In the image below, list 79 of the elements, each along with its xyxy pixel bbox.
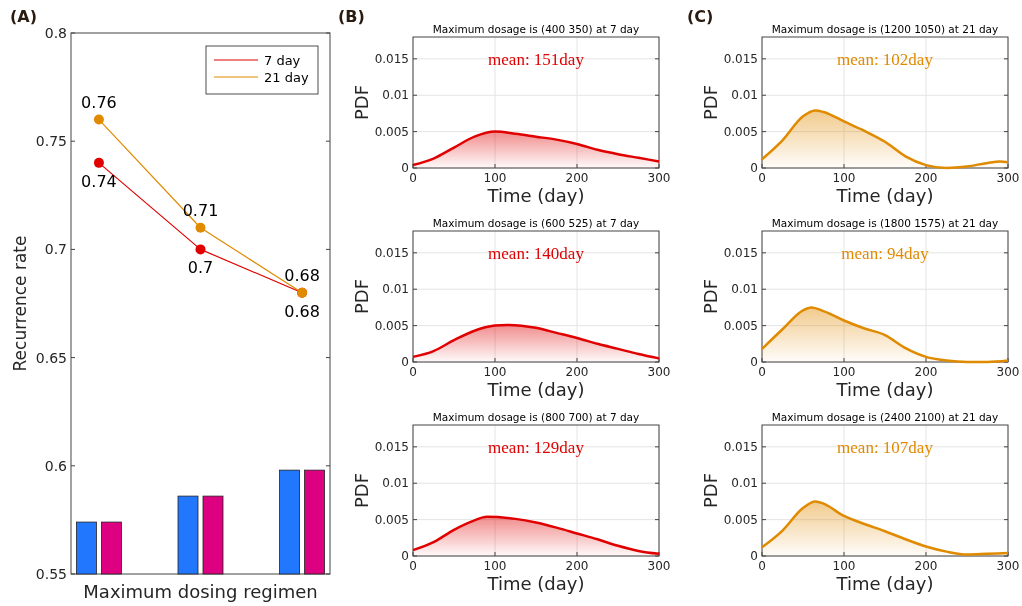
data-label: 0.68 (284, 265, 320, 285)
y-tick-label: 0.015 (374, 246, 409, 261)
chart-title: Maximum dosage is (1200 1050) at 21 day (771, 23, 999, 35)
x-tick-label: 100 (483, 559, 507, 573)
x-tick-label: 200 (914, 171, 938, 185)
y-tick-label: 0.7 (44, 241, 67, 258)
annotation: mean: 151day (488, 49, 585, 69)
y-tick-label: 0.005 (723, 318, 758, 333)
y-axis-title: PDF (700, 278, 721, 315)
y-axis-title: PDF (351, 278, 372, 315)
y-tick-label: 0.01 (382, 282, 409, 297)
y-tick-label: 0.01 (731, 282, 758, 297)
y-axis-title: PDF (351, 472, 372, 509)
x-axis-title: Time (day) (486, 379, 585, 400)
y-tick-label: 0.55 (35, 565, 67, 582)
x-axis-title: Time (day) (486, 185, 585, 206)
y-axis-title: PDF (700, 472, 721, 509)
x-tick-label: 300 (996, 559, 1020, 573)
x-tick-label: 300 (647, 171, 671, 185)
text: (A) (10, 7, 38, 26)
y-tick-label: 0.015 (723, 440, 758, 455)
y-tick-label: 0.01 (731, 88, 758, 103)
y-tick-label: 0.8 (44, 24, 67, 41)
x-tick-label: 100 (832, 171, 856, 185)
x-tick-label: 300 (647, 365, 671, 379)
annotation: mean: 102day (837, 49, 934, 69)
x-tick-label: 100 (483, 171, 507, 185)
x-tick-label: 200 (914, 559, 938, 573)
chart-title: Maximum dosage is (400 350) at 7 day (432, 23, 640, 35)
legend-label: 7 day (264, 52, 301, 68)
y-tick-label: 0.65 (35, 349, 67, 366)
y-tick-label: 0.005 (374, 124, 409, 139)
y-tick-label: 0.6 (44, 457, 68, 474)
y-tick-label: 0.015 (723, 246, 758, 261)
x-tick-label: 200 (565, 559, 589, 573)
y-axis-title: PDF (351, 84, 372, 121)
x-axis-title: Maximum dosing regimen (83, 581, 318, 602)
data-label: 0.76 (81, 92, 117, 112)
legend-label: 21 day (264, 69, 309, 85)
y-tick-label: 0.005 (374, 318, 409, 333)
data-label: 0.7 (187, 258, 214, 278)
chart-title: Maximum dosage is (600 525) at 7 day (432, 217, 640, 229)
y-tick-label: 0.01 (382, 476, 409, 491)
text: (B) (338, 7, 365, 26)
x-tick-label: 300 (996, 171, 1020, 185)
annotation: mean: 107day (837, 437, 934, 457)
chart-title: Maximum dosage is (2400 2100) at 21 day (771, 411, 999, 423)
chart-title: Maximum dosage is (1800 1575) at 21 day (771, 217, 999, 229)
chart-title: Maximum dosage is (800 700) at 7 day (432, 411, 640, 423)
y-axis-title: Recurrence rate (10, 235, 30, 372)
y-tick-label: 0.01 (731, 476, 758, 491)
x-tick-label: 200 (565, 365, 589, 379)
x-axis-title: Time (day) (835, 573, 934, 594)
text: (C) (687, 7, 714, 26)
x-tick-label: 200 (914, 365, 938, 379)
data-label: 0.74 (81, 171, 117, 191)
x-tick-label: 200 (565, 171, 589, 185)
annotation: mean: 129day (488, 437, 585, 457)
x-axis-title: Time (day) (835, 379, 934, 400)
data-label: 0.71 (182, 200, 219, 220)
annotation: mean: 94day (841, 243, 930, 263)
y-tick-label: 0.015 (374, 440, 409, 455)
x-tick-label: 100 (832, 365, 856, 379)
x-tick-label: 100 (483, 365, 507, 379)
data-label: 0.68 (284, 301, 320, 321)
annotation: mean: 140day (488, 243, 585, 263)
y-tick-label: 0.005 (723, 512, 758, 527)
y-tick-label: 0.015 (374, 52, 409, 67)
y-tick-label: 0.01 (382, 88, 409, 103)
x-tick-label: 100 (832, 559, 856, 573)
y-tick-label: 0.005 (374, 512, 409, 527)
x-tick-label: 300 (647, 559, 671, 573)
x-tick-label: 300 (996, 365, 1020, 379)
y-tick-label: 0.015 (723, 52, 758, 67)
y-tick-label: 0.005 (723, 124, 758, 139)
y-tick-label: 0.75 (35, 133, 67, 150)
x-axis-title: Time (day) (486, 573, 585, 594)
x-axis-title: Time (day) (835, 185, 934, 206)
y-axis-title: PDF (700, 84, 721, 121)
